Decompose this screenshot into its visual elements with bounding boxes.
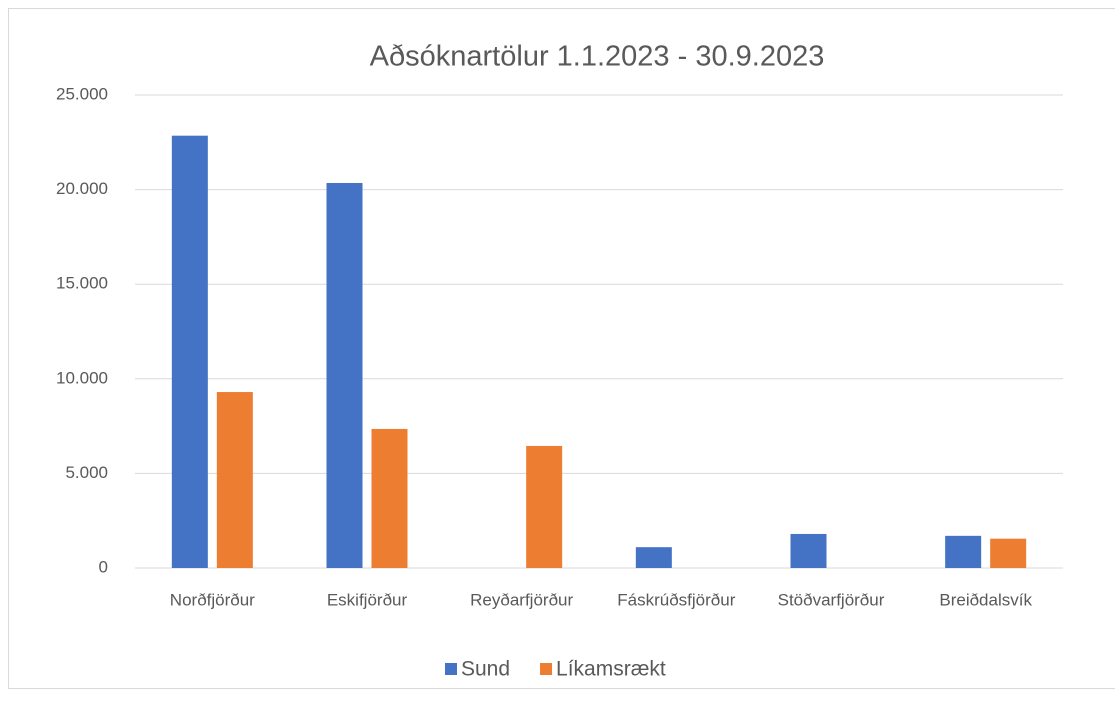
bar bbox=[990, 538, 1027, 568]
chart-title: Aðsóknartölur 1.1.2023 - 30.9.2023 bbox=[370, 41, 825, 73]
legend-swatch bbox=[445, 663, 457, 675]
bar bbox=[526, 445, 563, 568]
y-tick-label: 10.000 bbox=[56, 368, 108, 387]
x-tick-label: Reyðarfjörður bbox=[470, 590, 573, 609]
bar bbox=[371, 428, 408, 568]
x-tick-label: Stöðvarfjörður bbox=[778, 590, 885, 609]
bar bbox=[326, 182, 363, 568]
y-tick-label: 5.000 bbox=[65, 463, 108, 482]
legend-swatch bbox=[540, 663, 553, 675]
y-tick-label: 0 bbox=[99, 557, 108, 576]
y-tick-label: 15.000 bbox=[56, 274, 108, 293]
legend-label: Líkamsrækt bbox=[556, 658, 666, 681]
bar bbox=[216, 392, 253, 568]
x-tick-label: Norðfjörður bbox=[170, 590, 255, 609]
y-tick-label: 20.000 bbox=[56, 179, 108, 198]
y-tick-label: 25.000 bbox=[56, 84, 108, 103]
bar bbox=[635, 547, 672, 568]
bar bbox=[945, 535, 982, 568]
bar bbox=[171, 135, 208, 569]
x-tick-label: Eskifjörður bbox=[327, 590, 408, 609]
bar bbox=[790, 533, 827, 568]
legend-label: Sund bbox=[461, 658, 510, 681]
x-tick-label: Fáskrúðsfjörður bbox=[617, 590, 735, 609]
x-tick-label: Breiðdalsvík bbox=[939, 590, 1032, 609]
